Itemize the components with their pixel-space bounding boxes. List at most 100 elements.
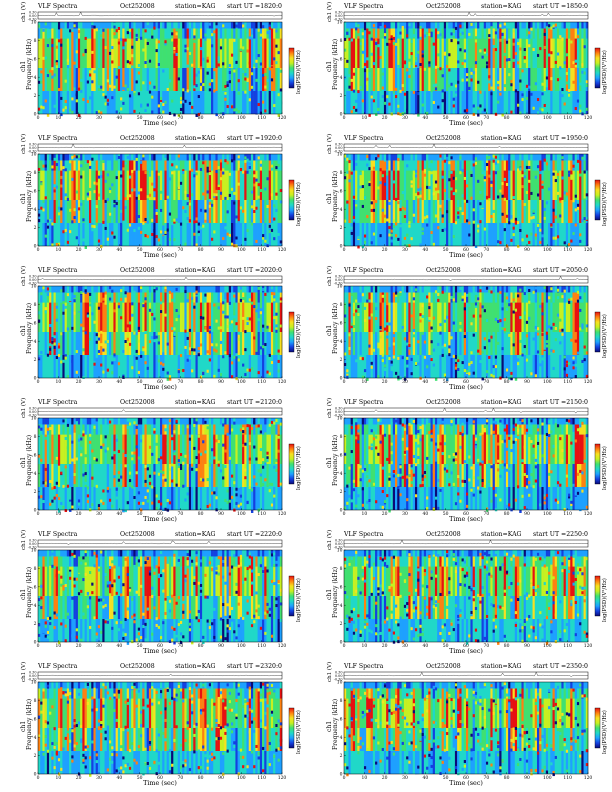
y-tick-label: 8 — [34, 434, 37, 440]
panel-title: VLF Spectra — [38, 135, 78, 142]
y-tick-label: 10 — [337, 284, 343, 290]
x-tick-label: 20 — [76, 379, 82, 385]
channel-tick-label: 0.30 — [335, 671, 343, 675]
channel-waveform — [343, 671, 589, 677]
x-tick-label: 30 — [96, 379, 102, 385]
panel-date: Oct252008 — [120, 399, 155, 406]
spectrogram-panel: VLF Spectra Oct252008 station=KAG start UT … — [0, 396, 306, 528]
x-tick-label: 80 — [504, 643, 510, 649]
x-tick-label: 30 — [402, 379, 408, 385]
panel-date: Oct252008 — [426, 135, 461, 142]
y-tick-label: 2 — [340, 489, 343, 495]
x-tick-label: 90 — [524, 247, 530, 253]
colorbar-label: log(PSD)(V²/Hz) — [602, 50, 608, 94]
spectrogram-panel: VLF Spectra Oct252008 station=KAG start UT … — [0, 132, 306, 264]
y-tick-label: 10 — [337, 416, 343, 422]
y-axis-label: Frequency (kHz) — [26, 434, 33, 486]
x-tick-label: 80 — [504, 115, 510, 121]
x-tick-label: 120 — [584, 643, 593, 649]
y-tick-label: 4 — [34, 735, 37, 741]
panel-start-ut: start UT =1950:0 — [532, 135, 588, 142]
x-tick-label: 50 — [443, 775, 449, 781]
y-tick-label: 10 — [337, 548, 343, 554]
x-tick-label: 0 — [37, 775, 40, 781]
x-tick-label: 40 — [116, 247, 122, 253]
y-axis-label: Frequency (kHz) — [332, 302, 339, 354]
panel-start-ut: start UT =2250:0 — [532, 531, 588, 538]
channel-axis-label: ch1 (V) — [327, 1, 333, 22]
x-tick-label: 80 — [198, 643, 204, 649]
x-tick-label: 80 — [198, 775, 204, 781]
channel-strip — [343, 11, 589, 20]
x-tick-label: 60 — [157, 643, 163, 649]
channel-tick-label: 0.00 — [335, 410, 343, 414]
y-tick-label: 6 — [34, 716, 37, 722]
x-tick-label: 80 — [504, 775, 510, 781]
colorbar-label: log(PSD)(V²/Hz) — [602, 446, 608, 490]
y-tick-label: 2 — [34, 489, 37, 495]
colorbar — [594, 443, 601, 485]
channel-tick-label: 0.00 — [29, 14, 37, 18]
x-tick-label: 30 — [96, 115, 102, 121]
x-tick-label: 50 — [443, 511, 449, 517]
channel-tick-label: 0.00 — [29, 146, 37, 150]
panel-header: VLF Spectra Oct252008 station=KAG start UT … — [38, 398, 282, 407]
panel-plot: 0.300.00-0.30 0 10 20 30 40 50 60 70 80 90 100 110 12… — [28, 143, 295, 253]
spectrogram-panel: VLF Spectra Oct252008 station=KAG start UT … — [0, 264, 306, 396]
x-tick-label: 70 — [483, 379, 489, 385]
x-tick-label: 90 — [524, 379, 530, 385]
x-tick-label: 110 — [563, 511, 572, 517]
panel-start-ut: start UT =2050:0 — [532, 267, 588, 274]
y-tick-label: 10 — [31, 548, 37, 554]
x-tick-label: 30 — [402, 115, 408, 121]
x-tick-label: 50 — [137, 643, 143, 649]
y-axis-channel-label: ch1 — [326, 720, 333, 732]
panel-plot: 0.300.00-0.30 0 10 20 30 40 50 60 70 80 90 100 110 12… — [334, 539, 601, 649]
y-axis-label: Frequency (kHz) — [26, 302, 33, 354]
y-tick-label: 4 — [34, 75, 37, 81]
x-tick-label: 20 — [382, 115, 388, 121]
panel-title: VLF Spectra — [344, 663, 384, 670]
x-tick-label: 40 — [116, 379, 122, 385]
x-tick-label: 120 — [584, 115, 593, 121]
x-tick-label: 30 — [96, 643, 102, 649]
panel-plot: 0.300.00-0.30 0 10 20 30 40 50 60 70 80 90 100 110 12… — [28, 539, 295, 649]
y-tick-label: 10 — [31, 152, 37, 158]
y-tick-label: 10 — [31, 284, 37, 290]
y-tick-label: 6 — [34, 452, 37, 458]
panel-header: VLF Spectra Oct252008 station=KAG start UT … — [344, 530, 588, 539]
x-tick-label: 110 — [563, 247, 572, 253]
y-tick-label: 10 — [31, 416, 37, 422]
y-tick-label: 6 — [340, 716, 343, 722]
y-tick-label: 8 — [340, 302, 343, 308]
y-axis-channel-label: ch1 — [326, 60, 333, 72]
x-tick-label: 50 — [137, 379, 143, 385]
x-tick-label: 20 — [76, 775, 82, 781]
panel-title: VLF Spectra — [38, 3, 78, 10]
x-tick-label: 80 — [198, 247, 204, 253]
x-tick-label: 60 — [157, 247, 163, 253]
x-tick-label: 80 — [504, 511, 510, 517]
spectrogram-image — [344, 286, 589, 381]
panel-plot: 0.300.00-0.30 0 10 20 30 40 50 60 70 80 90 100 110 12… — [334, 671, 601, 781]
channel-tick-label: -0.30 — [28, 678, 37, 682]
panel-station: station=KAG — [481, 3, 522, 10]
channel-tick-label: 0.00 — [335, 278, 343, 282]
x-axis-label: Time (sec) — [143, 515, 177, 523]
colorbar — [288, 47, 295, 89]
x-tick-label: 0 — [343, 115, 346, 121]
x-tick-label: 30 — [96, 511, 102, 517]
panel-date: Oct252008 — [426, 531, 461, 538]
channel-tick-label: 0.30 — [29, 143, 37, 147]
panel-station: station=KAG — [481, 267, 522, 274]
channel-tick-label: 0.30 — [335, 11, 343, 15]
panel-start-ut: start UT =2120:0 — [226, 399, 282, 406]
x-tick-label: 70 — [483, 247, 489, 253]
x-tick-label: 80 — [504, 247, 510, 253]
x-tick-label: 50 — [137, 115, 143, 121]
x-tick-label: 20 — [76, 643, 82, 649]
y-tick-label: 6 — [340, 452, 343, 458]
y-tick-label: 2 — [340, 753, 343, 759]
panel-date: Oct252008 — [120, 135, 155, 142]
panel-date: Oct252008 — [120, 267, 155, 274]
